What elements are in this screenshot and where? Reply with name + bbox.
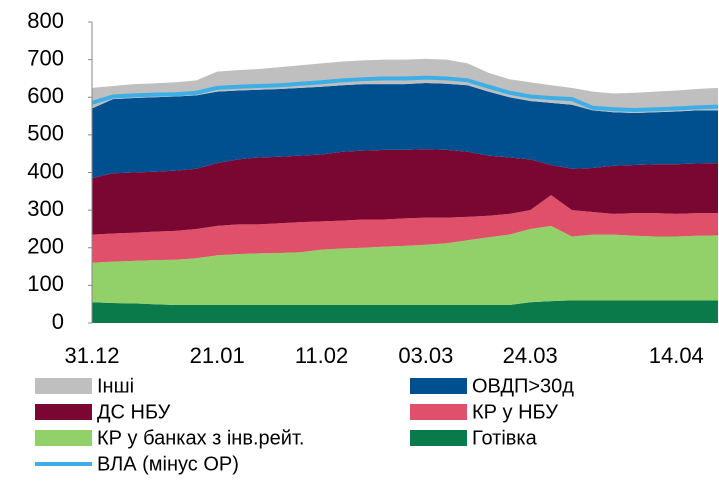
legend-swatch xyxy=(35,378,92,394)
x-tick-label: 31.12 xyxy=(64,343,119,368)
legend-swatch xyxy=(410,430,467,446)
legend-swatch xyxy=(410,404,467,420)
legend-label: КР у банках з інв.рейт. xyxy=(97,427,304,449)
x-tick-label: 03.03 xyxy=(398,343,453,368)
y-tick-label: 300 xyxy=(27,196,64,221)
legend-label: Готівка xyxy=(472,427,538,449)
area xyxy=(92,195,718,263)
x-tick-label: 24.03 xyxy=(503,343,558,368)
area xyxy=(92,225,718,305)
area xyxy=(92,300,718,323)
legend-swatch xyxy=(35,404,92,420)
legend-label: ВЛА (мінус ОР) xyxy=(97,453,239,475)
x-tick-label: 14.04 xyxy=(649,343,704,368)
y-tick-label: 500 xyxy=(27,121,64,146)
y-tick-label: 400 xyxy=(27,158,64,183)
x-tick-label: 21.01 xyxy=(190,343,245,368)
legend-label: ОВДП>30д xyxy=(472,375,574,397)
legend-swatch xyxy=(410,378,467,394)
y-tick-label: 700 xyxy=(27,45,64,70)
legend-label: КР у НБУ xyxy=(472,401,558,423)
area xyxy=(92,82,718,179)
legend-label: ДС НБУ xyxy=(97,401,171,423)
legend-label: Інші xyxy=(97,375,134,397)
legend-swatch xyxy=(35,430,92,446)
x-tick-label: 11.02 xyxy=(295,343,348,368)
line xyxy=(91,75,719,113)
y-tick-label: 800 xyxy=(27,8,64,33)
y-tick-label: 200 xyxy=(27,234,64,259)
y-tick-label: 600 xyxy=(27,83,64,108)
area xyxy=(92,149,718,235)
y-tick-label: 100 xyxy=(27,271,64,296)
y-tick-label: 0 xyxy=(52,309,64,334)
